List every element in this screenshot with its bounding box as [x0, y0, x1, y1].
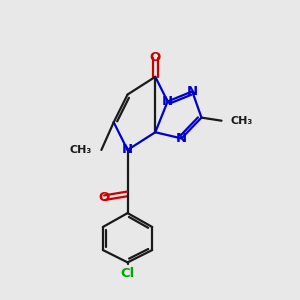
Text: O: O [150, 51, 161, 64]
Text: CH₃: CH₃ [231, 116, 253, 126]
Text: N: N [162, 95, 173, 108]
Text: N: N [122, 143, 133, 157]
Text: Cl: Cl [120, 267, 135, 280]
Text: CH₃: CH₃ [70, 145, 92, 155]
Text: N: N [176, 132, 187, 145]
Text: N: N [187, 85, 198, 98]
Text: O: O [99, 191, 110, 204]
